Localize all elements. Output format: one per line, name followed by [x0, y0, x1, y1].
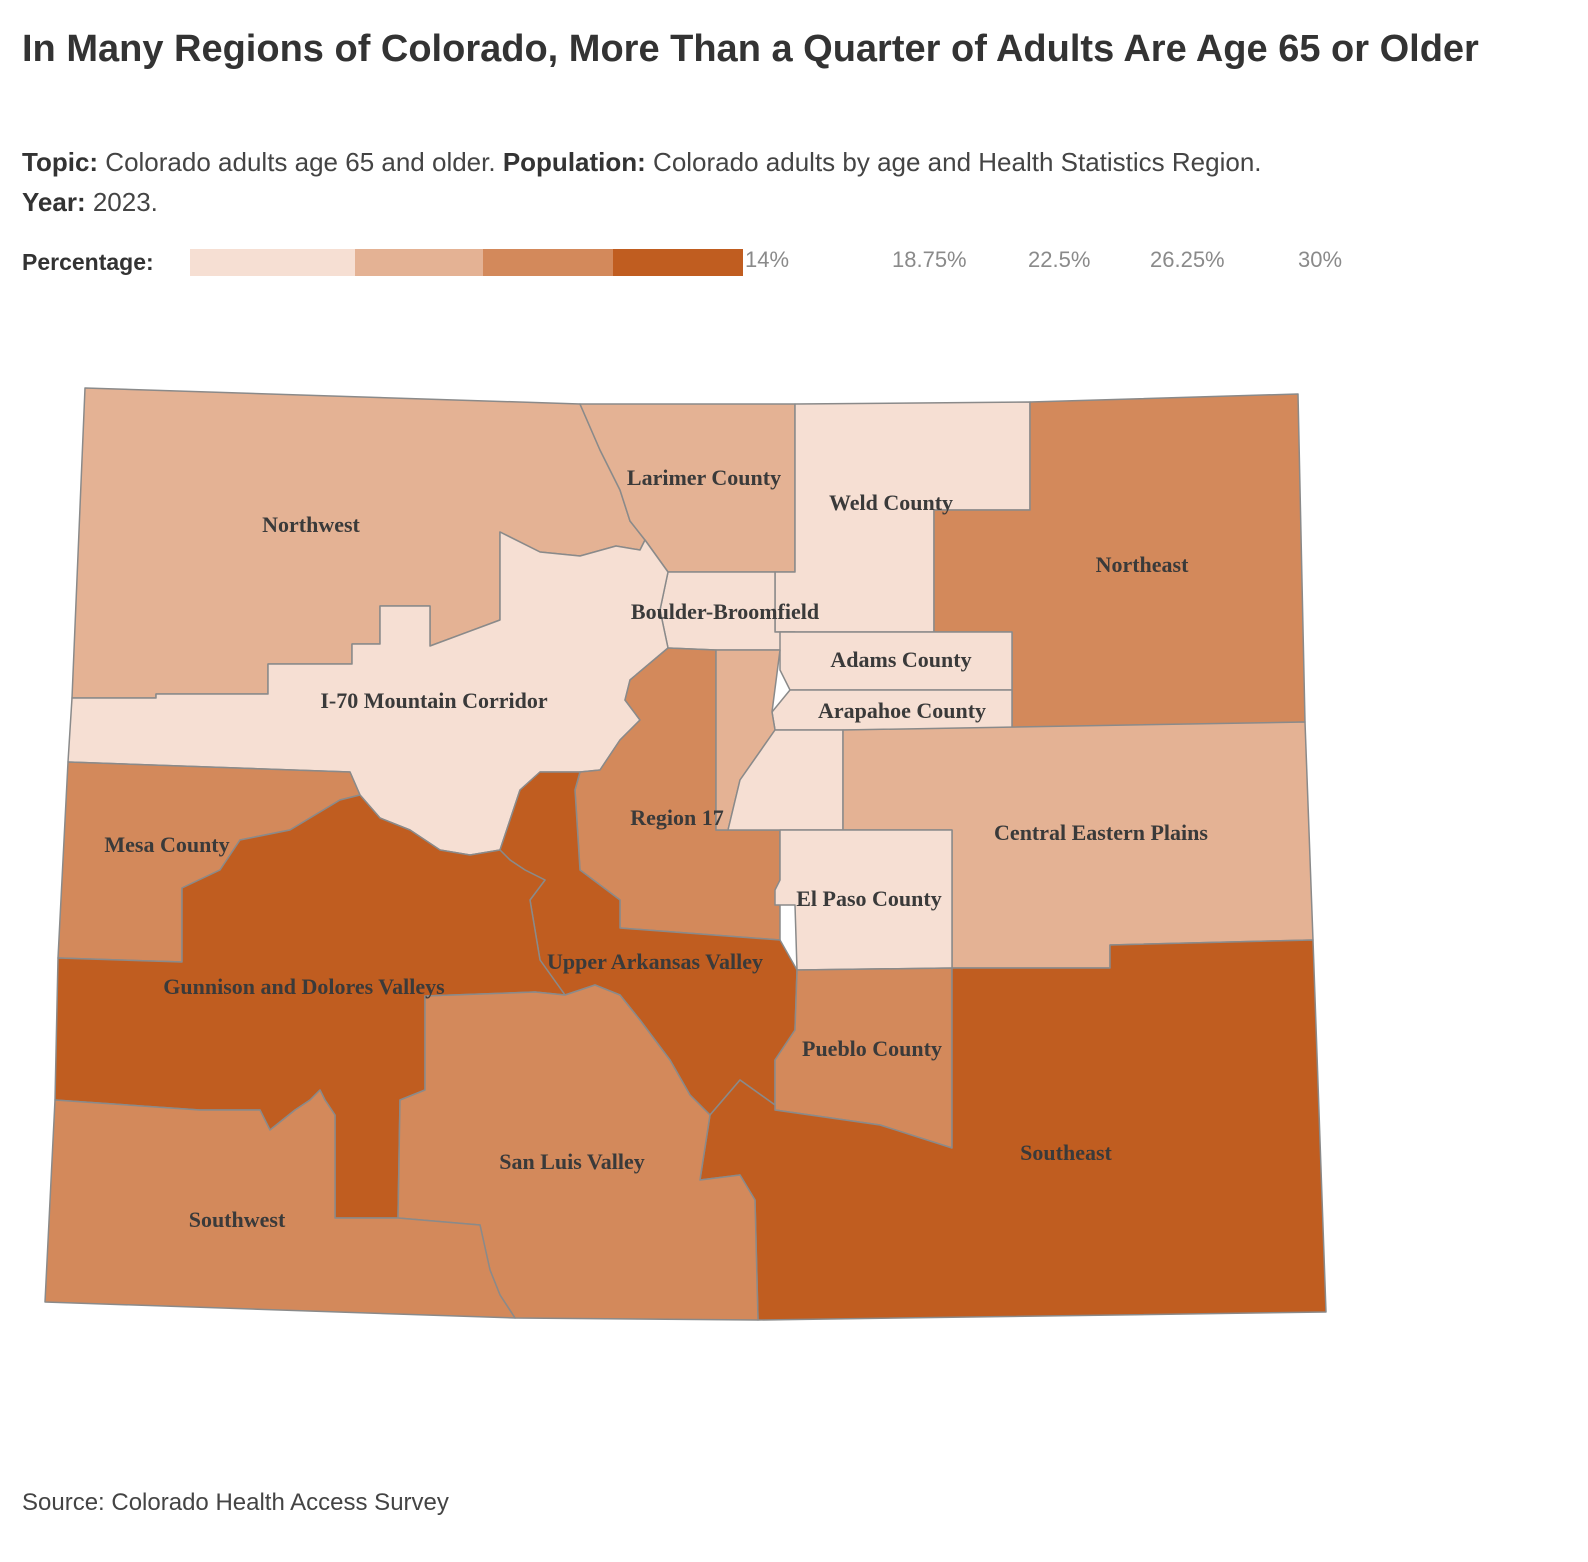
region-label-upper-arkansas: Upper Arkansas Valley	[547, 949, 763, 974]
legend-tick-2: 18.75%	[892, 247, 967, 272]
region-label-adams: Adams County	[830, 647, 971, 672]
legend-tick-5: 30%	[1298, 247, 1343, 272]
chart-subtitle: Topic: Colorado adults age 65 and older.…	[22, 142, 1562, 222]
legend-tick-3: 22.5%	[1028, 247, 1091, 272]
region-label-el-paso: El Paso County	[796, 886, 941, 911]
region-label-arapahoe: Arapahoe County	[818, 698, 986, 723]
population-text: Colorado adults by age and Health Statis…	[653, 147, 1262, 177]
legend-color-bar	[190, 249, 743, 276]
region-label-pueblo: Pueblo County	[802, 1036, 942, 1061]
legend-swatch-3	[483, 249, 613, 276]
region-label-weld: Weld County	[829, 490, 953, 515]
year-text: 2023.	[92, 187, 158, 217]
region-label-central-eastern-plains: Central Eastern Plains	[994, 820, 1208, 845]
legend-label: Percentage:	[22, 249, 154, 275]
region-label-larimer: Larimer County	[627, 465, 781, 490]
region-label-northeast: Northeast	[1096, 552, 1190, 577]
legend-tick-1: 14%	[745, 247, 790, 272]
colorado-region-map: Northwest Larimer County Weld County Nor…	[44, 387, 1327, 1321]
legend-tick-4: 26.25%	[1150, 247, 1225, 272]
region-label-southwest: Southwest	[189, 1207, 286, 1232]
population-label: Population:	[502, 147, 646, 177]
topic-label: Topic:	[22, 147, 99, 177]
region-southwest[interactable]	[44, 1089, 516, 1319]
legend-swatch-1	[190, 249, 355, 276]
region-el-paso-county[interactable]	[774, 829, 953, 971]
chart-title: In Many Regions of Colorado, More Than a…	[22, 28, 1479, 70]
region-label-northwest: Northwest	[262, 512, 360, 537]
region-label-boulder-broomfield: Boulder-Broomfield	[631, 599, 819, 624]
region-label-gunnison-dolores: Gunnison and Dolores Valleys	[163, 974, 445, 999]
legend-swatch-4	[613, 249, 743, 276]
region-label-mesa: Mesa County	[104, 832, 229, 857]
topic-text: Colorado adults age 65 and older.	[105, 147, 496, 177]
region-label-southeast: Southeast	[1020, 1140, 1112, 1165]
region-label-i70: I-70 Mountain Corridor	[320, 688, 548, 713]
region-label-region-17: Region 17	[630, 805, 724, 830]
legend-swatch-2	[355, 249, 483, 276]
region-label-san-luis-valley: San Luis Valley	[499, 1149, 645, 1174]
year-label: Year:	[22, 187, 86, 217]
source-note: Source: Colorado Health Access Survey	[22, 1489, 449, 1516]
